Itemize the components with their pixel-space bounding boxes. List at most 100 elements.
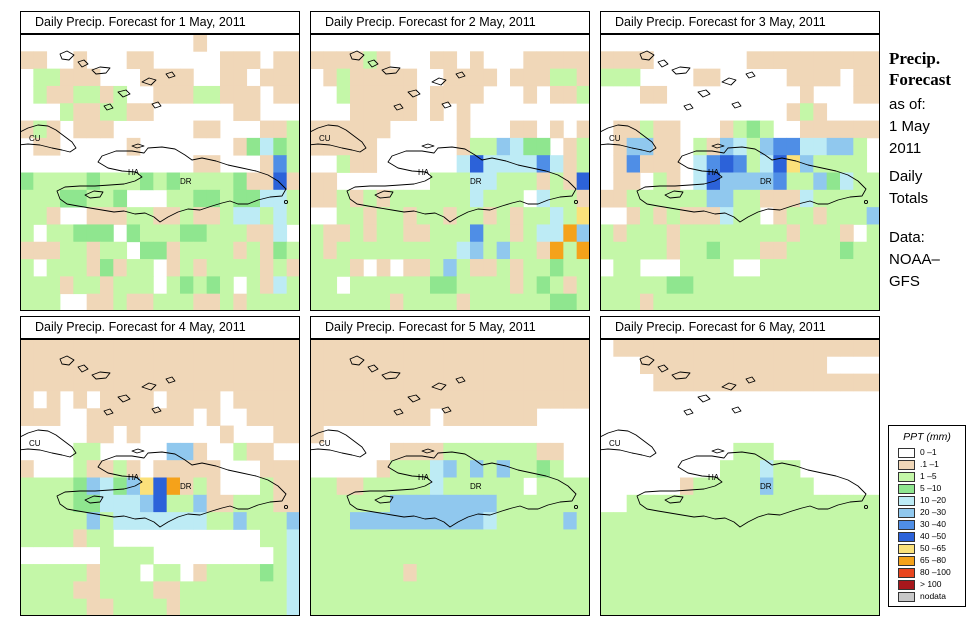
precip-cell	[653, 598, 668, 616]
precip-cell	[336, 598, 351, 616]
precip-cell	[626, 189, 641, 208]
precip-cell	[73, 512, 88, 530]
precip-cell	[666, 155, 681, 173]
precip-cell	[376, 120, 391, 139]
precip-cell	[443, 276, 458, 295]
precip-cell	[483, 373, 498, 392]
precip-cell	[733, 512, 748, 530]
precip-cell	[180, 356, 194, 375]
precip-cell	[180, 339, 194, 357]
precip-cell	[416, 529, 431, 548]
precip-cell	[786, 356, 801, 375]
precip-cell	[206, 189, 221, 208]
precip-cell	[840, 120, 854, 139]
precip-cell	[376, 529, 391, 548]
precip-cell	[416, 494, 431, 513]
precip-cell	[666, 373, 681, 392]
precip-cell	[390, 224, 404, 243]
precip-cell	[390, 356, 404, 375]
precip-cell	[510, 546, 524, 565]
precip-cell	[113, 373, 128, 392]
precip-cell	[800, 293, 814, 311]
precip-cell	[260, 259, 274, 277]
precip-cell	[813, 356, 828, 375]
precip-cell	[416, 598, 431, 616]
precip-cell	[430, 276, 444, 295]
precip-map[interactable]: CU HA DR	[310, 34, 590, 311]
precip-cell	[376, 512, 391, 530]
precip-cell	[470, 207, 484, 225]
precip-cell	[166, 598, 181, 616]
precip-cell	[60, 581, 74, 600]
precip-cell	[33, 51, 48, 70]
precip-map[interactable]: CU HA DR	[600, 339, 880, 616]
precip-cell	[786, 293, 801, 311]
precip-cell	[363, 103, 378, 121]
precip-map[interactable]: CU HA DR	[600, 34, 880, 311]
precip-cell	[86, 339, 101, 357]
precip-cell	[153, 68, 168, 87]
precip-cell	[363, 546, 378, 565]
legend-label: 0 –1	[920, 447, 937, 457]
precip-cell	[430, 259, 444, 277]
precip-cell	[536, 512, 551, 530]
precip-cell	[20, 460, 34, 478]
precip-cell	[260, 276, 274, 295]
precip-cell	[866, 512, 880, 530]
precip-cell	[733, 546, 748, 565]
precip-map[interactable]: CU HA DR	[20, 339, 300, 616]
precip-cell	[653, 189, 668, 208]
precip-cell	[840, 373, 854, 392]
precip-cell	[483, 477, 498, 496]
precip-cell	[536, 155, 551, 173]
precip-cell	[706, 339, 721, 357]
precip-map[interactable]: CU HA DR	[310, 339, 590, 616]
precip-cell	[376, 598, 391, 616]
precip-cell	[126, 512, 141, 530]
precip-cell	[483, 172, 498, 191]
precip-cell	[536, 356, 551, 375]
precip-cell	[323, 339, 338, 357]
precip-map[interactable]: CU HA DR	[20, 34, 300, 311]
precip-cell	[640, 276, 654, 295]
precip-cell	[773, 356, 788, 375]
precip-cell	[140, 408, 154, 426]
precip-cell	[350, 373, 364, 392]
precip-cell	[430, 581, 444, 600]
precip-cell	[390, 276, 404, 295]
precip-cell	[126, 339, 141, 357]
precip-cell	[626, 293, 641, 311]
precip-cell	[260, 155, 274, 173]
country-label-cuba: CU	[609, 439, 621, 448]
precip-cell	[363, 207, 378, 225]
precip-cell	[483, 259, 498, 277]
precip-cell	[653, 546, 668, 565]
precip-cell	[140, 259, 154, 277]
precip-cell	[840, 224, 854, 243]
forecast-panel-may-2: Daily Precip. Forecast for 2 May, 2011 C…	[310, 11, 590, 311]
forecast-panel-may-1: Daily Precip. Forecast for 1 May, 2011 C…	[20, 11, 300, 311]
precip-cell	[86, 564, 101, 582]
precip-cell	[403, 68, 418, 87]
precip-cell	[866, 120, 880, 139]
precip-cell	[733, 172, 748, 191]
precip-cell	[456, 224, 471, 243]
precip-cell	[563, 207, 578, 225]
precip-cell	[813, 259, 828, 277]
precip-cell	[510, 494, 524, 513]
precip-cell	[60, 512, 74, 530]
precip-cell	[496, 207, 511, 225]
precip-cell	[576, 581, 590, 600]
precip-cell	[523, 68, 538, 87]
precip-cell	[46, 207, 61, 225]
precip-cell	[786, 564, 801, 582]
precip-cell	[786, 598, 801, 616]
precip-cell	[626, 51, 641, 70]
precip-cell	[640, 51, 654, 70]
precip-cell	[840, 546, 854, 565]
precip-cell	[470, 477, 484, 496]
precip-cell	[390, 390, 404, 409]
precip-cell	[626, 276, 641, 295]
precip-cell	[430, 529, 444, 548]
bahamas-island	[349, 355, 365, 366]
